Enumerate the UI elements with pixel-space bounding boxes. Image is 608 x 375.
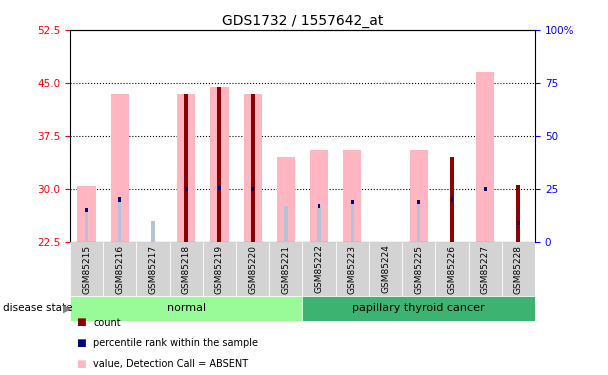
Bar [469, 242, 502, 296]
Bar [435, 242, 469, 296]
Text: ■: ■ [76, 318, 86, 327]
Text: normal: normal [167, 303, 206, 313]
Text: GSM85227: GSM85227 [481, 244, 489, 294]
Bar [119, 197, 121, 202]
Bar [517, 220, 520, 225]
Bar [210, 87, 229, 242]
Text: GSM85219: GSM85219 [215, 244, 224, 294]
Text: GSM85228: GSM85228 [514, 244, 523, 294]
Bar [203, 242, 236, 296]
Bar [85, 208, 88, 212]
Text: disease state: disease state [3, 303, 72, 313]
Text: GSM85222: GSM85222 [314, 244, 323, 294]
Text: ■: ■ [76, 338, 86, 348]
Bar [85, 210, 88, 242]
Bar [277, 157, 295, 242]
Bar [284, 206, 288, 242]
Text: ▶: ▶ [63, 303, 72, 313]
Bar [516, 185, 520, 242]
Bar [70, 296, 302, 321]
Bar [177, 94, 195, 242]
Bar [118, 200, 122, 242]
Text: GSM85216: GSM85216 [116, 244, 124, 294]
Bar [250, 94, 255, 242]
Bar [317, 206, 321, 242]
Bar [417, 202, 420, 242]
Bar [351, 202, 354, 242]
Text: percentile rank within the sample: percentile rank within the sample [93, 338, 258, 348]
Bar [302, 242, 336, 296]
Text: GSM85226: GSM85226 [447, 244, 457, 294]
Text: value, Detection Call = ABSENT: value, Detection Call = ABSENT [93, 359, 248, 369]
Bar [269, 242, 302, 296]
Bar [103, 242, 136, 296]
Bar [351, 200, 354, 204]
Bar [502, 242, 535, 296]
Bar [185, 187, 187, 191]
Text: GSM85221: GSM85221 [282, 244, 291, 294]
Bar [244, 94, 262, 242]
Text: GSM85220: GSM85220 [248, 244, 257, 294]
Text: GSM85215: GSM85215 [82, 244, 91, 294]
Bar [218, 186, 221, 190]
Text: GSM85225: GSM85225 [414, 244, 423, 294]
Bar [451, 197, 454, 202]
Text: GSM85223: GSM85223 [348, 244, 357, 294]
Bar [402, 242, 435, 296]
Bar [451, 200, 454, 242]
Bar [336, 242, 369, 296]
Bar [70, 242, 103, 296]
Bar [136, 242, 170, 296]
Bar [418, 200, 420, 204]
Text: GSM85224: GSM85224 [381, 244, 390, 294]
Bar [484, 187, 486, 191]
Bar [302, 296, 535, 321]
Title: GDS1732 / 1557642_at: GDS1732 / 1557642_at [222, 13, 383, 28]
Bar [476, 72, 494, 242]
Bar [170, 242, 203, 296]
Text: papillary thyroid cancer: papillary thyroid cancer [353, 303, 485, 313]
Bar [410, 150, 428, 242]
Bar [450, 157, 454, 242]
Bar [369, 242, 402, 296]
Text: GSM85217: GSM85217 [148, 244, 157, 294]
Bar [218, 87, 221, 242]
Bar [310, 150, 328, 242]
Bar [184, 94, 188, 242]
Bar [343, 150, 361, 242]
Bar [77, 186, 95, 242]
Bar [111, 94, 129, 242]
Bar [251, 187, 254, 191]
Bar [151, 220, 154, 242]
Text: GSM85218: GSM85218 [182, 244, 191, 294]
Bar [236, 242, 269, 296]
Text: ■: ■ [76, 359, 86, 369]
Text: count: count [93, 318, 120, 327]
Bar [318, 204, 320, 208]
